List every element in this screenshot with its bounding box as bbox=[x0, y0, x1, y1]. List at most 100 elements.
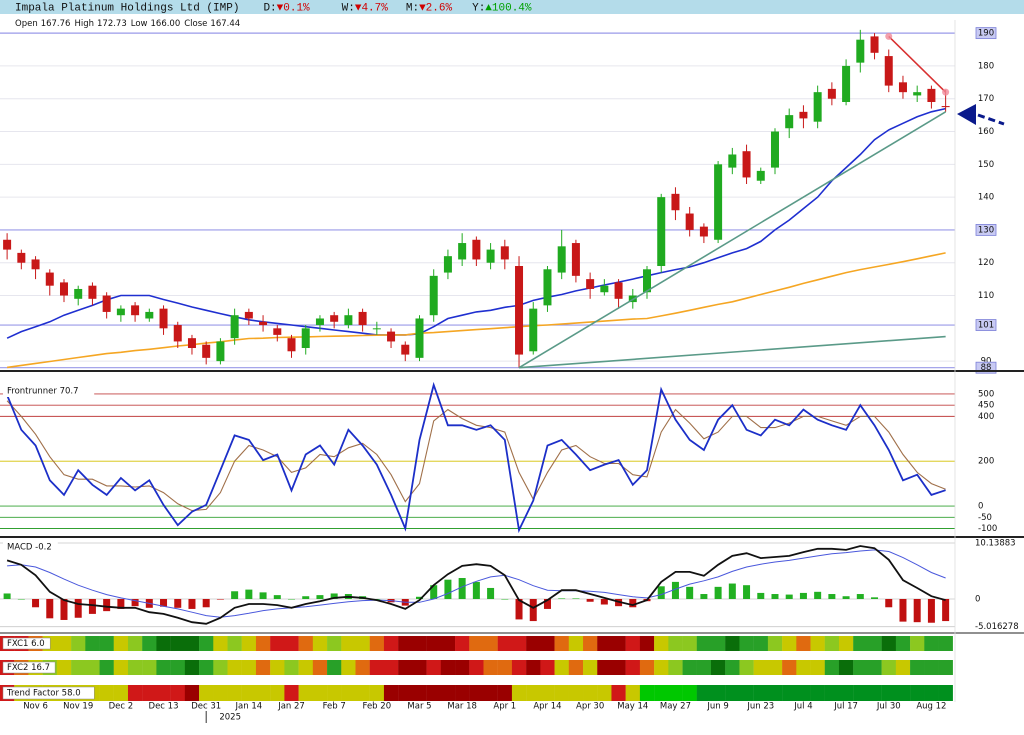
heat-cell bbox=[867, 636, 882, 651]
histogram-bar bbox=[245, 589, 253, 599]
candle-body bbox=[714, 164, 723, 240]
macd-line bbox=[6, 545, 946, 625]
heat-cell bbox=[341, 685, 356, 701]
candle-body bbox=[59, 282, 68, 296]
level-label: 190 bbox=[978, 29, 994, 39]
heat-cell bbox=[853, 685, 868, 701]
heat-cell bbox=[910, 685, 925, 701]
y-tick-label: 170 bbox=[978, 94, 994, 104]
heat-cell bbox=[369, 685, 385, 701]
x-tick-label: Nov 19 bbox=[63, 702, 93, 712]
candle-body bbox=[472, 239, 481, 260]
heat-cell bbox=[625, 685, 641, 701]
heat-cell bbox=[554, 636, 569, 651]
candle-body bbox=[799, 111, 808, 119]
heat-cell bbox=[113, 660, 129, 675]
histogram-bar bbox=[885, 598, 893, 608]
heat-cell bbox=[625, 660, 641, 675]
y-tick-label: 150 bbox=[978, 160, 994, 170]
heat-cell bbox=[739, 685, 754, 701]
candle-body bbox=[600, 285, 609, 293]
y-tick-label: -5.016278 bbox=[975, 622, 1019, 632]
x-tick-label: Jan 14 bbox=[235, 702, 263, 712]
histogram-bar bbox=[216, 598, 224, 600]
heat-cell bbox=[426, 636, 441, 651]
heat-cell bbox=[156, 636, 171, 651]
heat-cell bbox=[71, 660, 86, 675]
panel-title-box bbox=[3, 385, 95, 397]
heat-cell bbox=[355, 685, 370, 701]
heat-cell bbox=[327, 685, 342, 701]
heat-cell bbox=[113, 636, 129, 651]
candle-body bbox=[699, 226, 708, 237]
histogram-bar bbox=[188, 598, 196, 609]
heat-cell bbox=[355, 660, 370, 675]
heat-cell bbox=[99, 660, 114, 675]
histogram-bar bbox=[543, 598, 551, 609]
histogram-bar bbox=[160, 598, 168, 607]
candle-body bbox=[415, 318, 424, 358]
candle-body bbox=[458, 243, 467, 260]
heat-cell bbox=[654, 660, 669, 675]
heat-cell bbox=[213, 636, 228, 651]
heat-cell bbox=[241, 636, 257, 651]
candle-body bbox=[31, 259, 40, 270]
candle-body bbox=[543, 269, 552, 306]
heat-cell bbox=[853, 660, 868, 675]
heat-cell bbox=[895, 660, 911, 675]
change-value: ▼2.6% bbox=[419, 2, 452, 14]
heat-cell bbox=[199, 636, 214, 651]
heat-cell bbox=[127, 636, 143, 651]
x-tick-label: Aug 12 bbox=[916, 702, 946, 712]
heat-cell bbox=[540, 660, 555, 675]
candle-body bbox=[770, 131, 779, 168]
histogram-bar bbox=[88, 598, 96, 614]
y-tick-label: 0 bbox=[975, 594, 980, 604]
y-tick-label: 160 bbox=[978, 127, 994, 137]
heat-cell bbox=[142, 660, 157, 675]
histogram-bar bbox=[771, 594, 779, 599]
heat-cell bbox=[739, 660, 754, 675]
histogram-bar bbox=[814, 591, 822, 599]
heat-cell bbox=[455, 636, 470, 651]
candle-body bbox=[827, 88, 836, 99]
heat-cell bbox=[284, 660, 299, 675]
heat-cell bbox=[184, 660, 200, 675]
candle-body bbox=[3, 239, 12, 250]
histogram-bar bbox=[871, 597, 879, 599]
heat-cell bbox=[867, 660, 882, 675]
heat-cell bbox=[199, 660, 214, 675]
histogram-bar bbox=[472, 581, 480, 599]
strip-title-box bbox=[2, 637, 51, 650]
x-tick-label: Jun 9 bbox=[706, 702, 728, 712]
heat-cell bbox=[156, 685, 171, 701]
heat-cell bbox=[725, 636, 740, 651]
heat-cell bbox=[696, 636, 712, 651]
heat-cell bbox=[255, 660, 271, 675]
histogram-bar bbox=[74, 598, 82, 618]
heat-cell bbox=[938, 660, 953, 675]
heat-cell bbox=[526, 685, 541, 701]
level-label: 88 bbox=[981, 363, 992, 373]
heat-cell bbox=[412, 685, 427, 701]
candle-body bbox=[330, 315, 339, 322]
x-tick-label: Mar 5 bbox=[407, 702, 431, 712]
heat-cell bbox=[611, 660, 626, 675]
indicator-line bbox=[6, 400, 946, 512]
heat-cell bbox=[810, 660, 825, 675]
x-tick-label: Mar 18 bbox=[447, 702, 477, 712]
heat-cell bbox=[654, 685, 669, 701]
heat-cell bbox=[199, 685, 214, 701]
candle-body bbox=[315, 318, 324, 326]
heat-cell bbox=[654, 636, 669, 651]
histogram-bar bbox=[202, 598, 210, 608]
candle-body bbox=[287, 338, 296, 352]
heat-cell bbox=[412, 660, 427, 675]
heat-cell bbox=[583, 660, 598, 675]
candle-body bbox=[358, 311, 367, 326]
x-tick-label: Feb 7 bbox=[323, 702, 346, 712]
candle-body bbox=[17, 252, 26, 263]
candle-body bbox=[742, 151, 751, 178]
heat-cell bbox=[85, 636, 100, 651]
heat-cell bbox=[625, 636, 641, 651]
